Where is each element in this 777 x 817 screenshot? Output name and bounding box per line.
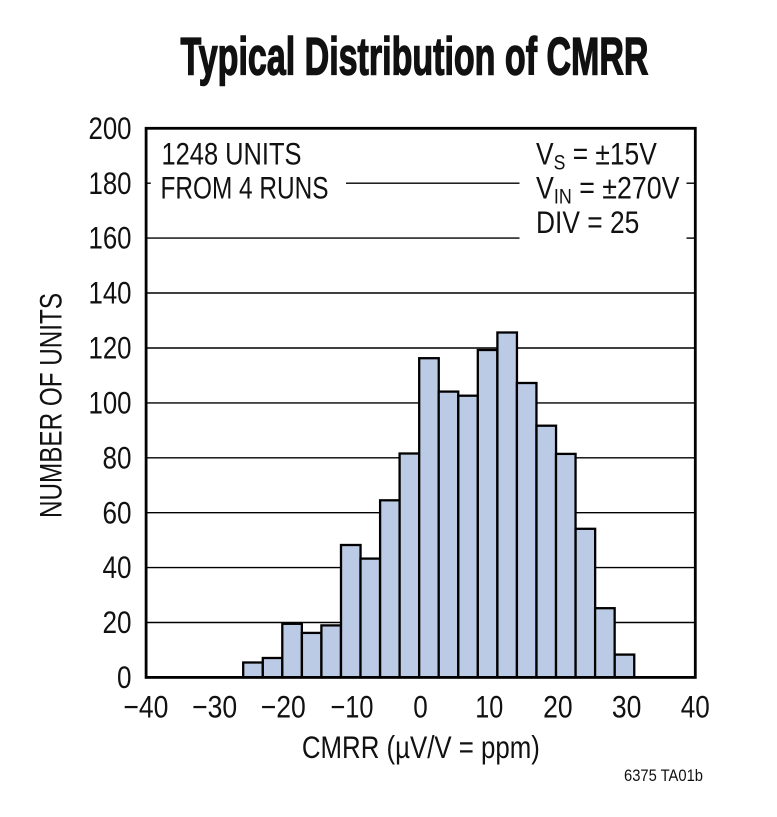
svg-text:30: 30 xyxy=(612,689,642,724)
svg-text:60: 60 xyxy=(103,495,132,530)
svg-text:180: 180 xyxy=(89,166,132,201)
svg-text:100: 100 xyxy=(89,386,132,421)
svg-text:VS = ±15V: VS = ±15V xyxy=(536,137,657,174)
svg-text:CMRR (µV/V = ppm): CMRR (µV/V = ppm) xyxy=(302,730,540,765)
svg-text:120: 120 xyxy=(89,331,132,366)
svg-text:0: 0 xyxy=(117,660,132,695)
svg-text:0: 0 xyxy=(413,689,428,724)
svg-text:80: 80 xyxy=(103,440,132,475)
svg-text:1248 UNITS: 1248 UNITS xyxy=(162,136,302,171)
svg-text:20: 20 xyxy=(543,689,573,724)
svg-text:40: 40 xyxy=(103,550,132,585)
svg-text:VIN = ±270V: VIN = ±270V xyxy=(536,172,680,209)
svg-text:DIV = 25: DIV = 25 xyxy=(536,206,639,241)
svg-text:40: 40 xyxy=(681,689,710,724)
svg-text:6375 TA01b: 6375 TA01b xyxy=(624,766,703,785)
svg-text:−40: −40 xyxy=(123,689,168,724)
svg-text:140: 140 xyxy=(89,276,132,311)
svg-text:200: 200 xyxy=(89,111,132,146)
svg-text:NUMBER OF UNITS: NUMBER OF UNITS xyxy=(34,293,69,518)
svg-text:−20: −20 xyxy=(261,689,306,724)
svg-text:−30: −30 xyxy=(192,689,237,724)
svg-text:160: 160 xyxy=(89,221,132,256)
svg-text:10: 10 xyxy=(475,689,503,724)
svg-text:FROM 4 RUNS: FROM 4 RUNS xyxy=(161,171,329,206)
svg-text:20: 20 xyxy=(103,605,132,640)
svg-text:Typical Distribution of CMRR: Typical Distribution of CMRR xyxy=(181,29,649,87)
svg-text:−10: −10 xyxy=(331,689,374,724)
